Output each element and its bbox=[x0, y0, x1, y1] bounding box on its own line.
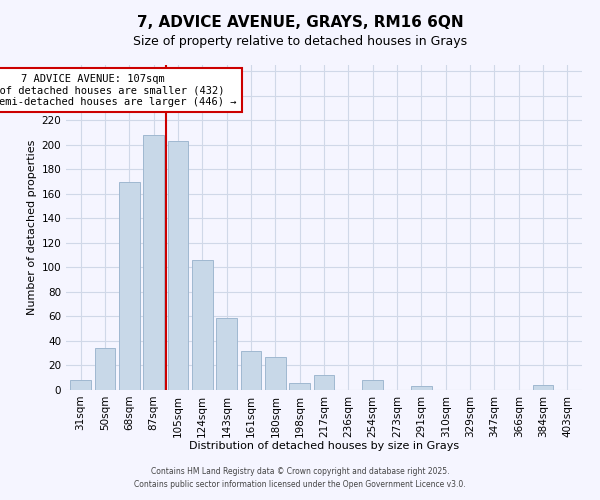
Bar bbox=[241, 351, 262, 390]
Bar bbox=[70, 380, 91, 390]
Bar bbox=[314, 376, 334, 390]
Bar bbox=[192, 260, 212, 390]
Bar bbox=[289, 382, 310, 390]
Bar bbox=[143, 135, 164, 390]
Bar bbox=[216, 318, 237, 390]
Y-axis label: Number of detached properties: Number of detached properties bbox=[27, 140, 37, 315]
X-axis label: Distribution of detached houses by size in Grays: Distribution of detached houses by size … bbox=[189, 441, 459, 451]
Text: 7 ADVICE AVENUE: 107sqm
← 49% of detached houses are smaller (432)
51% of semi-d: 7 ADVICE AVENUE: 107sqm ← 49% of detache… bbox=[0, 74, 236, 107]
Bar bbox=[167, 141, 188, 390]
Bar bbox=[411, 386, 432, 390]
Text: Size of property relative to detached houses in Grays: Size of property relative to detached ho… bbox=[133, 35, 467, 48]
Bar bbox=[265, 357, 286, 390]
Bar bbox=[362, 380, 383, 390]
Text: Contains HM Land Registry data © Crown copyright and database right 2025.
Contai: Contains HM Land Registry data © Crown c… bbox=[134, 467, 466, 489]
Bar bbox=[119, 182, 140, 390]
Bar bbox=[533, 385, 553, 390]
Bar bbox=[95, 348, 115, 390]
Text: 7, ADVICE AVENUE, GRAYS, RM16 6QN: 7, ADVICE AVENUE, GRAYS, RM16 6QN bbox=[137, 15, 463, 30]
